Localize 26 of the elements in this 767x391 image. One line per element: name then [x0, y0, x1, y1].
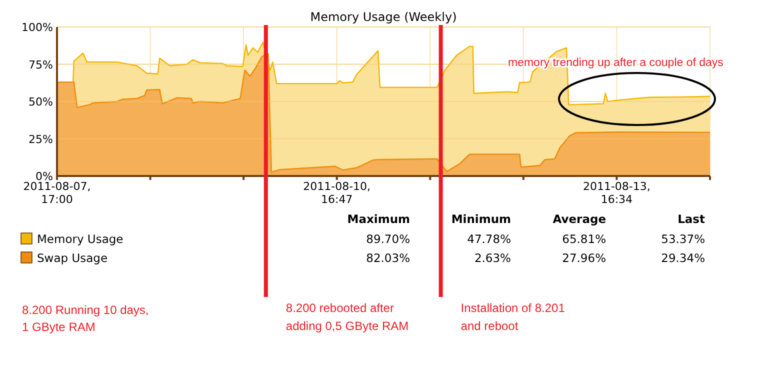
text: Maximum [347, 212, 410, 226]
text: 27.96% [562, 251, 606, 265]
x-tick-label: 2011-08-10, 16:47 [303, 180, 371, 206]
text: 2.63% [474, 251, 512, 265]
text: 8.200 Running 10 days, 1 GByte RAM [22, 303, 149, 334]
text: 65.81% [562, 232, 606, 246]
y-tick-label: 75% [28, 58, 53, 72]
text: 89.70% [366, 232, 410, 246]
x-tick-label: 2011-08-13, 16:34 [582, 180, 650, 206]
ref-line-label: 8.200 rebooted after adding 0,5 GByte RAM [286, 301, 409, 333]
text: 53.37% [661, 232, 706, 246]
text: 29.34% [661, 251, 706, 265]
text: Average [552, 212, 606, 226]
legend-label: Swap Usage [37, 251, 108, 265]
text: 82.03% [366, 251, 410, 265]
ref-line-label: Installation of 8.201 and reboot [460, 301, 566, 333]
legend-label: Memory Usage [37, 232, 124, 246]
y-tick-label: 25% [28, 132, 53, 146]
chart-title: Memory Usage (Weekly) [310, 10, 457, 24]
text: Last [678, 212, 706, 226]
text: Minimum [451, 212, 512, 226]
y-tick-label: 0% [36, 170, 53, 183]
text: 47.78% [467, 232, 512, 246]
y-tick-label: 50% [28, 96, 53, 108]
x-tick-label: 2011-08-07, 17:00 [23, 180, 91, 206]
y-tick-label: 100% [22, 21, 53, 34]
